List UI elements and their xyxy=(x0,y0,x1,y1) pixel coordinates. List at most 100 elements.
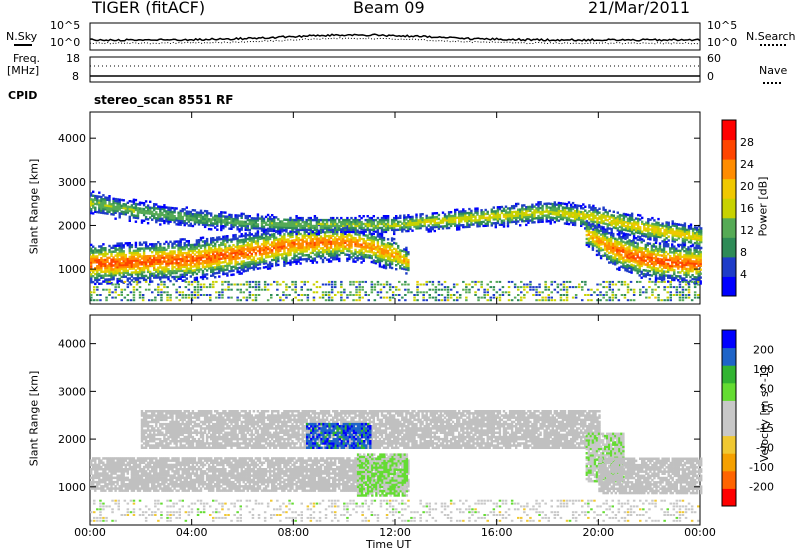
power-cell xyxy=(165,276,168,279)
power-cell xyxy=(122,206,125,210)
power-cell xyxy=(248,231,251,234)
power-cell xyxy=(675,257,678,260)
power-cell xyxy=(604,216,607,220)
power-cell xyxy=(169,258,172,261)
power-cell xyxy=(214,268,217,271)
power-cell xyxy=(484,222,487,225)
power-cell xyxy=(585,226,588,229)
power-cell xyxy=(94,259,97,262)
power-cell xyxy=(576,210,579,213)
power-cell xyxy=(120,248,123,251)
power-cell xyxy=(130,259,134,262)
power-cell xyxy=(301,220,304,224)
power-cell xyxy=(382,250,386,253)
power-cell xyxy=(185,210,188,213)
power-cell xyxy=(142,261,146,264)
power-cell xyxy=(112,205,115,208)
power-cell xyxy=(636,250,639,253)
power-cell xyxy=(144,217,148,221)
power-cell xyxy=(492,212,495,215)
power-cell xyxy=(527,207,530,211)
power-cell xyxy=(295,220,298,224)
power-cell xyxy=(374,230,378,233)
power-cell xyxy=(250,266,253,269)
power-cell xyxy=(132,265,136,268)
power-cell xyxy=(157,258,160,261)
power-cell xyxy=(102,247,105,250)
power-cell xyxy=(584,223,587,226)
power-cell xyxy=(230,252,233,255)
power-cell xyxy=(277,246,280,249)
power-cell xyxy=(599,255,603,258)
power-cell xyxy=(187,244,190,247)
power-cell xyxy=(248,265,251,268)
power-cell xyxy=(608,221,611,224)
power-cell xyxy=(427,220,430,223)
power-cell xyxy=(667,245,670,248)
power-cell xyxy=(151,260,154,264)
power-cell xyxy=(593,232,597,235)
power-cell xyxy=(486,222,489,225)
power-cell xyxy=(403,220,406,223)
power-cell xyxy=(616,233,619,236)
power-cell xyxy=(358,215,361,218)
power-cell xyxy=(624,235,627,238)
power-cell xyxy=(173,211,176,214)
power-cell xyxy=(360,255,363,258)
power-cell xyxy=(362,253,365,257)
power-cell xyxy=(388,262,392,265)
power-cell xyxy=(594,207,597,210)
power-cell xyxy=(285,230,288,233)
power-cell xyxy=(258,245,262,248)
power-cell xyxy=(494,210,497,213)
power-cell xyxy=(695,234,699,237)
power-cell xyxy=(358,239,361,242)
power-cell xyxy=(262,266,266,269)
power-cell xyxy=(313,231,317,235)
power-cell xyxy=(382,222,386,226)
power-cell xyxy=(295,262,298,265)
power-cell xyxy=(502,219,506,222)
power-cell xyxy=(262,217,266,220)
power-cell xyxy=(323,218,327,222)
power-cell xyxy=(287,222,290,225)
power-cell xyxy=(366,224,369,228)
power-cell xyxy=(268,251,272,254)
power-cell xyxy=(136,259,140,262)
power-cell xyxy=(603,248,607,251)
power-cell xyxy=(352,220,355,224)
power-cell xyxy=(368,216,371,220)
power-cell xyxy=(411,223,414,226)
power-cell xyxy=(620,222,624,225)
power-cell xyxy=(268,263,272,266)
power-cell xyxy=(100,199,103,203)
power-cell xyxy=(586,211,589,215)
power-cell xyxy=(163,270,166,273)
power-cell xyxy=(384,245,388,248)
power-cell xyxy=(370,216,373,220)
power-cell xyxy=(136,257,140,260)
power-cell xyxy=(649,228,652,231)
power-cell xyxy=(541,212,544,215)
power-cell xyxy=(161,246,164,250)
power-cell xyxy=(655,229,658,232)
power-cell xyxy=(155,258,158,262)
power-cell xyxy=(110,278,113,281)
power-cell xyxy=(429,228,432,231)
power-cell xyxy=(183,263,186,267)
power-cell xyxy=(266,229,270,232)
power-cell xyxy=(191,271,195,274)
power-cell xyxy=(582,203,585,206)
power-cell xyxy=(397,258,400,261)
power-cell xyxy=(165,216,168,219)
power-cell xyxy=(606,215,609,218)
power-cell xyxy=(644,259,647,262)
power-cell xyxy=(220,226,223,230)
power-cell xyxy=(342,237,345,241)
power-cell xyxy=(293,250,296,254)
power-cell xyxy=(421,220,424,224)
power-cell xyxy=(218,269,221,272)
power-cell xyxy=(695,226,699,229)
power-cell xyxy=(144,261,148,264)
power-cell xyxy=(92,257,95,260)
